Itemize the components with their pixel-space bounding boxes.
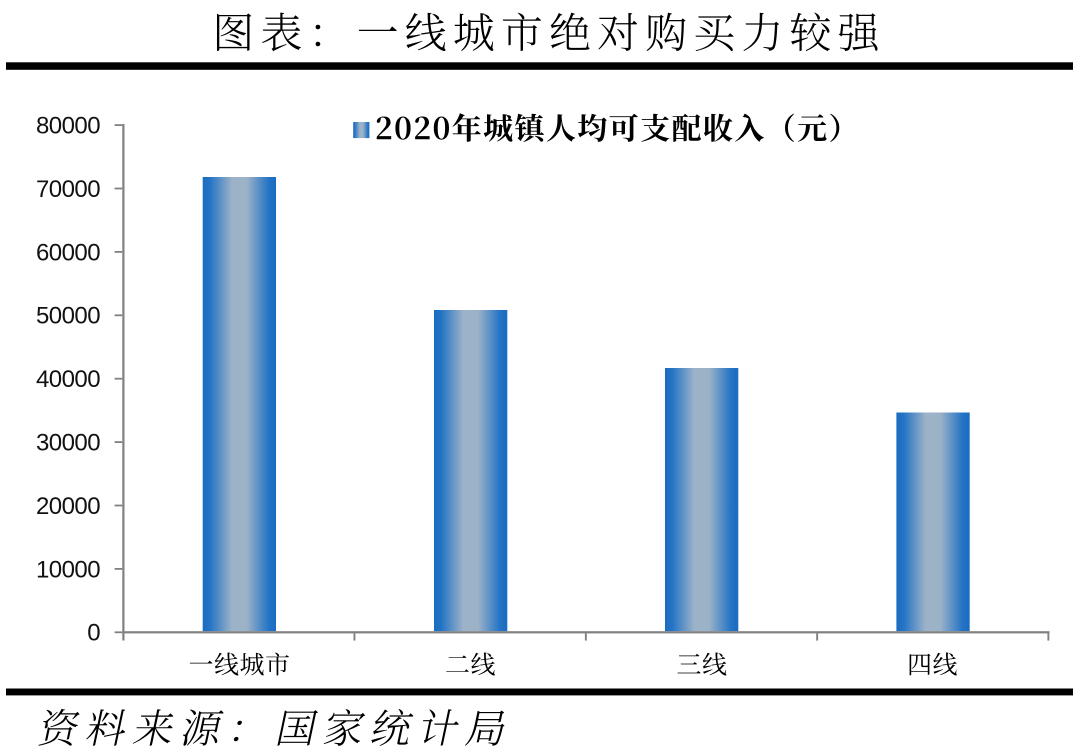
- svg-text:10000: 10000: [36, 556, 100, 583]
- svg-text:30000: 30000: [36, 430, 100, 457]
- svg-text:60000: 60000: [36, 239, 100, 266]
- svg-text:0: 0: [87, 620, 100, 647]
- svg-text:80000: 80000: [36, 113, 100, 140]
- svg-text:40000: 40000: [36, 366, 100, 393]
- svg-text:70000: 70000: [36, 176, 100, 203]
- svg-text:50000: 50000: [36, 303, 100, 330]
- svg-text:20000: 20000: [36, 493, 100, 520]
